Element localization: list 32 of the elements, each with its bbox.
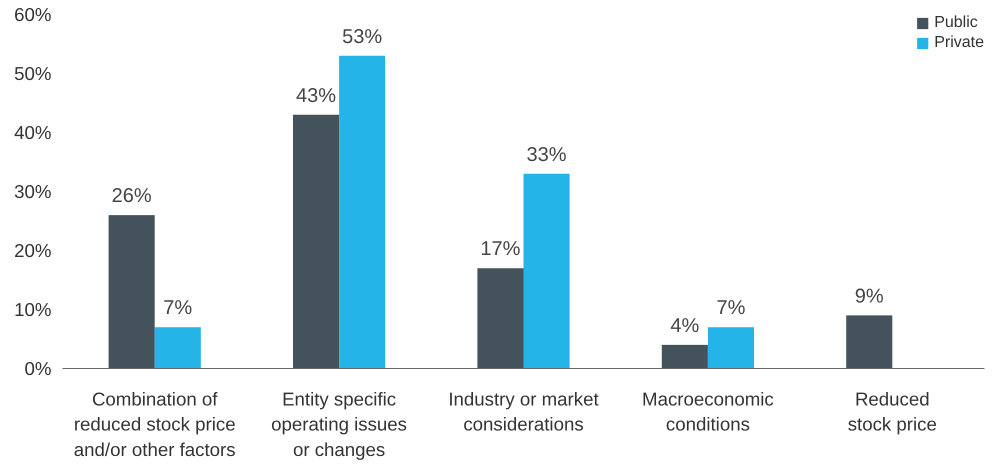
legend-label: Public xyxy=(934,14,978,32)
bar xyxy=(293,114,340,368)
y-tick-label: 50% xyxy=(14,63,52,84)
data-label: 4% xyxy=(670,314,700,337)
bar xyxy=(708,327,754,368)
data-label: 26% xyxy=(112,185,152,208)
data-label: 53% xyxy=(342,26,382,48)
bar xyxy=(154,327,201,368)
y-tick-label: 30% xyxy=(14,181,52,202)
bar xyxy=(524,174,570,368)
bar xyxy=(846,315,892,368)
y-tick-label: 20% xyxy=(14,240,52,261)
data-label: 33% xyxy=(526,144,567,166)
data-label: 7% xyxy=(716,297,746,320)
x-tick-label: Reduced stock price xyxy=(848,388,937,435)
data-label: 9% xyxy=(854,285,884,308)
bar xyxy=(108,215,155,368)
y-tick-label: 40% xyxy=(14,122,52,143)
x-tick-label: Industry or market considerations xyxy=(448,388,600,435)
y-tick-label: 10% xyxy=(14,299,52,320)
x-tick-label: Entity specific operating issues or changes xyxy=(271,388,408,460)
data-label: 7% xyxy=(163,297,192,320)
bar xyxy=(339,56,386,368)
bar xyxy=(477,268,524,368)
legend-label: Private xyxy=(934,34,984,52)
y-tick-label: 60% xyxy=(14,4,52,25)
data-label: 17% xyxy=(480,238,521,260)
x-tick-label: Combination of reduced stock price and/or other factors xyxy=(74,388,236,460)
x-tick-label: Macroeconomic conditions xyxy=(642,388,774,435)
bar xyxy=(662,344,708,368)
data-label: 43% xyxy=(296,84,336,107)
y-tick-label: 0% xyxy=(24,358,52,379)
